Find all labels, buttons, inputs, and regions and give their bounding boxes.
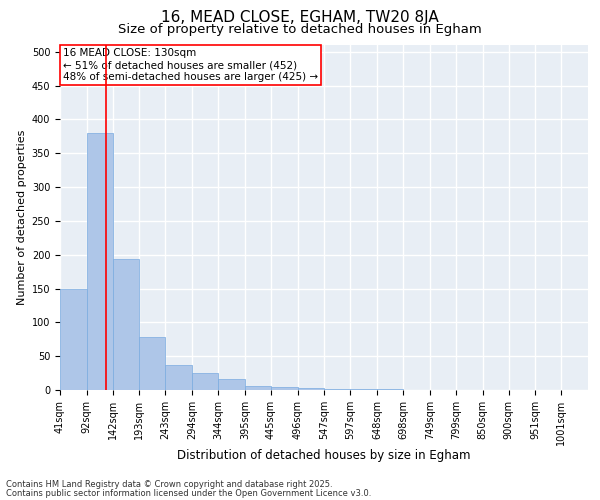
Bar xyxy=(245,386,271,390)
Bar xyxy=(298,388,324,390)
Bar xyxy=(113,260,139,390)
Text: 16 MEAD CLOSE: 130sqm
← 51% of detached houses are smaller (452)
48% of semi-det: 16 MEAD CLOSE: 130sqm ← 51% of detached … xyxy=(62,48,318,82)
Bar xyxy=(166,365,192,390)
Bar xyxy=(139,337,166,390)
Bar xyxy=(86,133,113,390)
Text: Contains HM Land Registry data © Crown copyright and database right 2025.: Contains HM Land Registry data © Crown c… xyxy=(6,480,332,489)
Text: 16, MEAD CLOSE, EGHAM, TW20 8JA: 16, MEAD CLOSE, EGHAM, TW20 8JA xyxy=(161,10,439,25)
Y-axis label: Number of detached properties: Number of detached properties xyxy=(17,130,28,305)
Text: Size of property relative to detached houses in Egham: Size of property relative to detached ho… xyxy=(118,22,482,36)
Bar xyxy=(324,388,350,390)
Bar xyxy=(192,373,218,390)
X-axis label: Distribution of detached houses by size in Egham: Distribution of detached houses by size … xyxy=(177,449,471,462)
Text: Contains public sector information licensed under the Open Government Licence v3: Contains public sector information licen… xyxy=(6,488,371,498)
Bar xyxy=(60,288,86,390)
Bar xyxy=(218,378,245,390)
Bar xyxy=(271,386,298,390)
